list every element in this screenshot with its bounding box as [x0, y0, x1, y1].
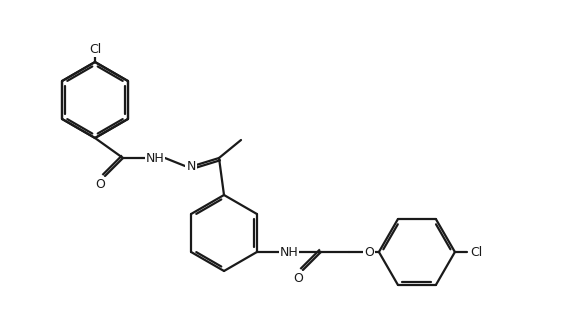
Text: NH: NH: [146, 151, 164, 164]
Text: O: O: [364, 245, 374, 258]
Text: Cl: Cl: [470, 245, 482, 258]
Text: Cl: Cl: [89, 43, 101, 56]
Text: O: O: [95, 178, 105, 191]
Text: O: O: [293, 272, 303, 285]
Text: N: N: [186, 160, 196, 172]
Text: NH: NH: [279, 245, 298, 258]
